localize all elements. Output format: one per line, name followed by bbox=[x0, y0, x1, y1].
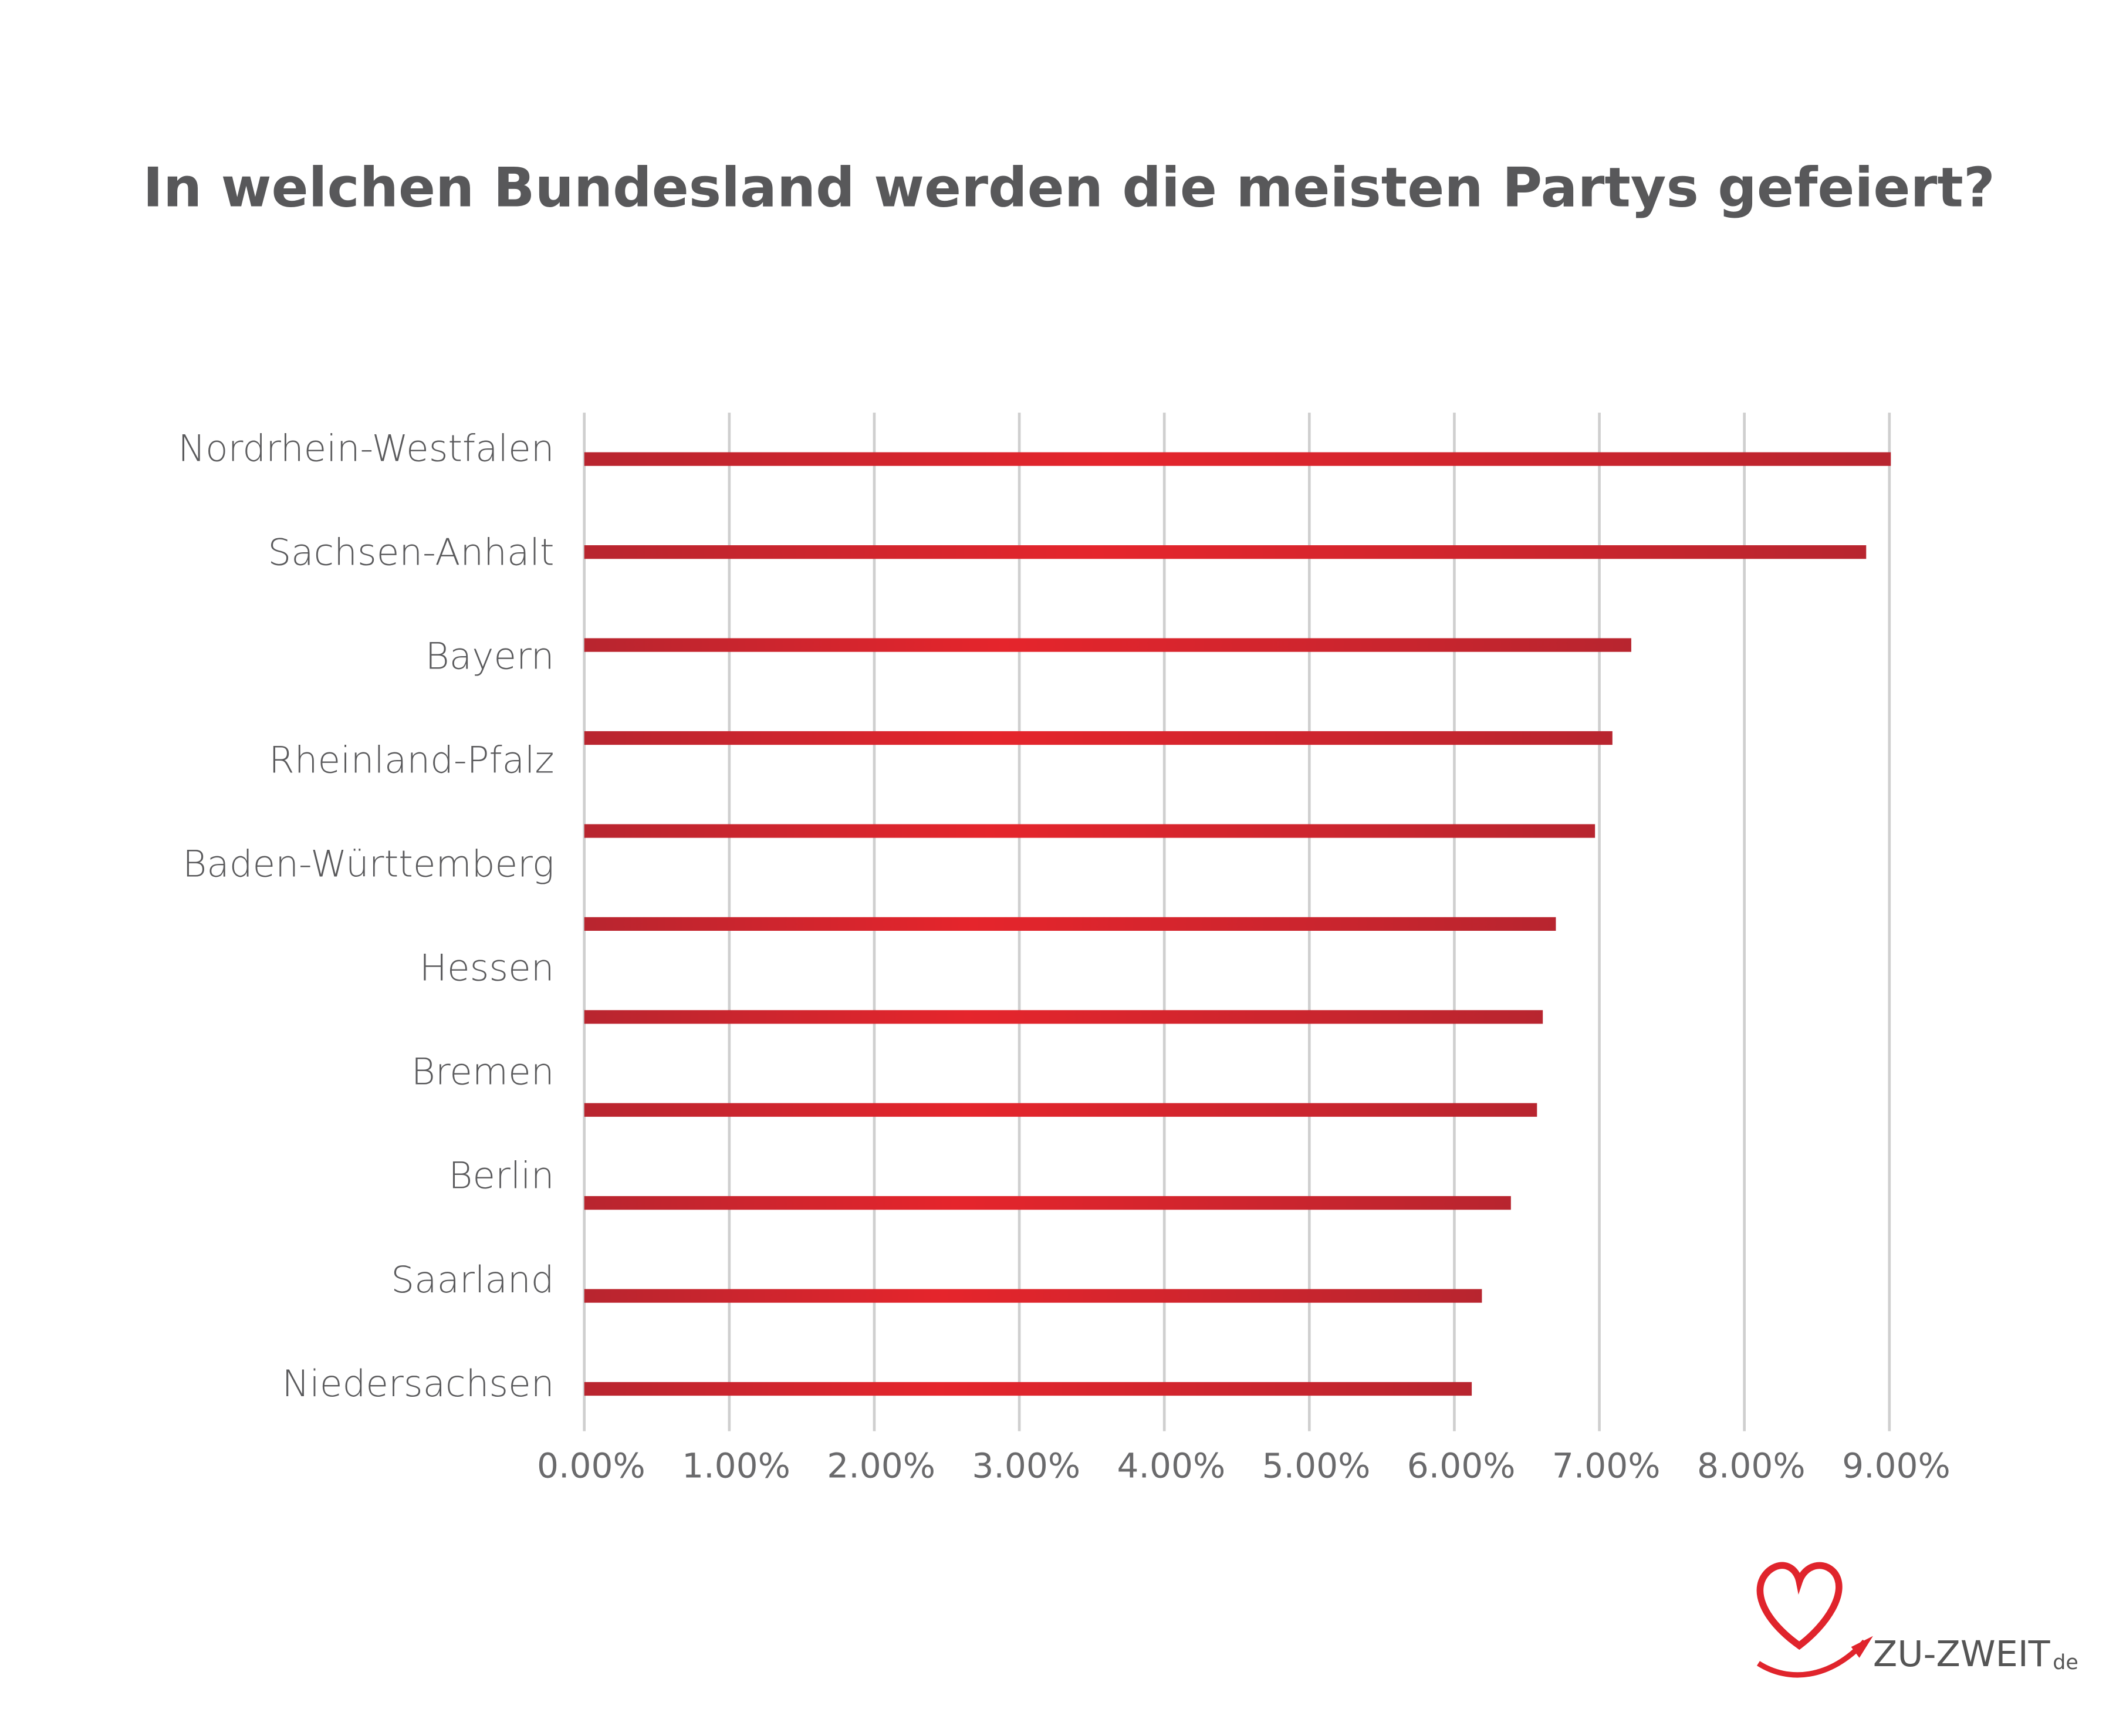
y-tick-label: Bremen bbox=[411, 1051, 555, 1093]
bar bbox=[584, 545, 1867, 559]
logo-swoosh bbox=[1756, 1639, 1867, 1678]
logo-heart bbox=[1756, 1562, 1843, 1650]
y-tick-label: Baden-Württemberg bbox=[182, 843, 554, 886]
bar bbox=[584, 452, 1891, 466]
logo-plane bbox=[1851, 1636, 1873, 1658]
bar bbox=[584, 1196, 1511, 1210]
bar bbox=[584, 1382, 1472, 1396]
y-tick-label: Hessen bbox=[420, 947, 555, 989]
x-tick-label: 1.00% bbox=[682, 1446, 790, 1486]
bar bbox=[584, 1103, 1537, 1117]
bar bbox=[584, 638, 1631, 652]
x-tick-label: 4.00% bbox=[1117, 1446, 1225, 1486]
bar bbox=[584, 1289, 1482, 1303]
chart-title: In welchen Bundesland werden die meisten… bbox=[143, 156, 1995, 219]
bar bbox=[584, 1010, 1543, 1024]
y-tick-label: Nordrhein-Westfalen bbox=[178, 427, 554, 470]
logo-suffix: de bbox=[2053, 1651, 2078, 1674]
y-tick-label: Saarland bbox=[391, 1258, 554, 1301]
y-tick-label: Sachsen-Anhalt bbox=[268, 531, 554, 573]
y-tick-label: Rheinland-Pfalz bbox=[269, 738, 554, 781]
bar bbox=[584, 917, 1556, 931]
x-tick-label: 3.00% bbox=[972, 1446, 1080, 1486]
x-tick-label: 2.00% bbox=[827, 1446, 935, 1486]
x-tick-label: 7.00% bbox=[1552, 1446, 1661, 1486]
x-tick-label: 5.00% bbox=[1262, 1446, 1371, 1486]
x-tick-label: 0.00% bbox=[537, 1446, 645, 1486]
x-tick-label: 8.00% bbox=[1697, 1446, 1806, 1486]
bar bbox=[584, 824, 1596, 838]
logo-text: ZU-ZWEIT bbox=[1873, 1634, 2051, 1675]
x-tick-label: 9.00% bbox=[1842, 1446, 1951, 1486]
y-tick-label: Berlin bbox=[448, 1154, 554, 1197]
y-tick-label: Niedersachsen bbox=[282, 1362, 554, 1405]
x-tick-label: 6.00% bbox=[1407, 1446, 1516, 1486]
y-tick-label: Bayern bbox=[425, 634, 555, 677]
bar bbox=[584, 731, 1613, 745]
logo: ZU-ZWEIT de bbox=[1756, 1562, 2078, 1678]
